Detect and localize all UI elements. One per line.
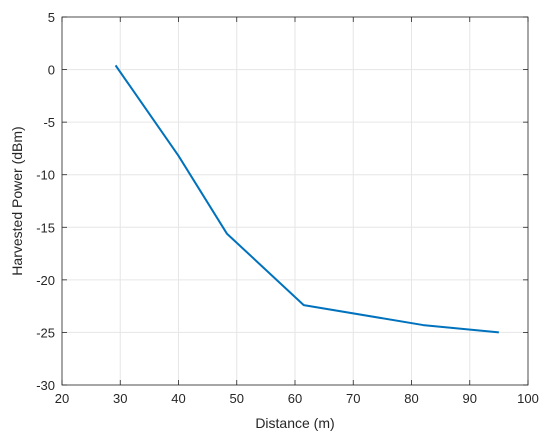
series-line (114, 64, 499, 334)
x-tick-label: 90 (463, 391, 477, 406)
x-tick-label: 100 (517, 391, 539, 406)
x-tick-label: 30 (113, 391, 127, 406)
y-tick-label: -15 (36, 220, 55, 235)
x-tick-label: 60 (288, 391, 302, 406)
y-tick-label: -20 (36, 273, 55, 288)
y-axis-label: Harvested Power (dBm) (9, 126, 25, 275)
x-axis-label: Distance (m) (255, 415, 334, 431)
x-tick-label: 50 (230, 391, 244, 406)
y-tick-label: 5 (48, 10, 55, 25)
y-tick-label: -25 (36, 325, 55, 340)
y-tick-label: -10 (36, 168, 55, 183)
y-tick-label: -5 (43, 115, 55, 130)
x-tick-label: 70 (346, 391, 360, 406)
ticks-group: 20 30 40 50 60 70 80 90 100 -30 -25 -20 -15 -10 -5 0 5 (36, 10, 539, 406)
y-tick-label: 0 (48, 63, 55, 78)
y-tick-label: -30 (36, 378, 55, 393)
series-group (114, 64, 499, 334)
x-tick-label: 40 (171, 391, 185, 406)
x-tick-label: 20 (55, 391, 69, 406)
x-tick-label: 80 (404, 391, 418, 406)
